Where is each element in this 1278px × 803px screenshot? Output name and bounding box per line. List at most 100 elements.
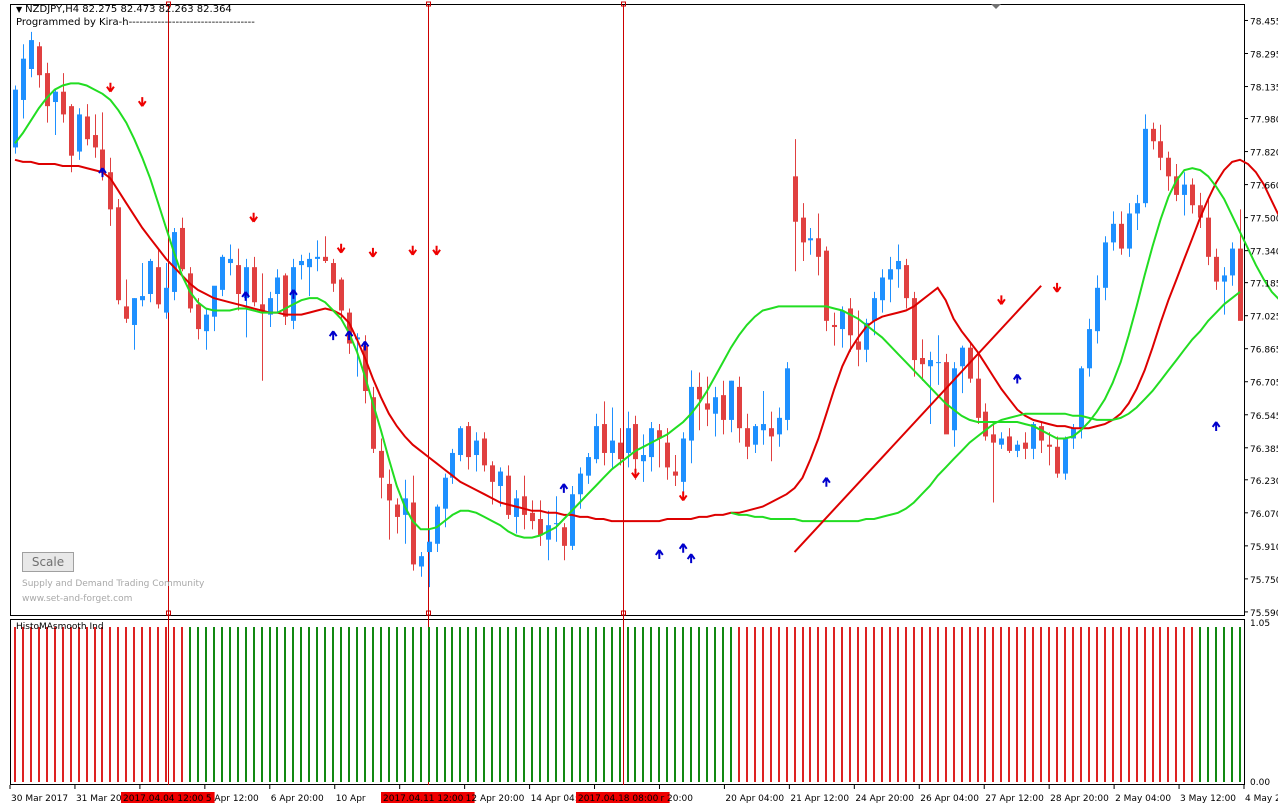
candle-body — [904, 265, 909, 299]
histogram-bar — [905, 627, 907, 782]
candle-body — [1007, 436, 1012, 451]
histogram-bar — [428, 627, 430, 782]
shift-marker-icon[interactable] — [991, 4, 1001, 9]
scale-button[interactable]: Scale — [22, 552, 74, 572]
candle-body — [618, 442, 623, 460]
histogram-bar — [237, 627, 239, 782]
candle-body — [1230, 248, 1235, 276]
candle-body — [681, 438, 686, 482]
histogram-bar — [1008, 627, 1010, 782]
candle-body — [594, 426, 599, 460]
histogram-bar — [436, 627, 438, 782]
candle-body — [816, 238, 821, 257]
time-tag-label: 2017.04.04 12:00 — [123, 794, 204, 803]
histogram-bar — [642, 627, 644, 782]
histogram-bar — [340, 627, 342, 782]
histogram-bar — [961, 627, 963, 782]
histogram-bar — [531, 627, 533, 782]
histogram-bar — [475, 627, 477, 782]
histogram-bar — [348, 627, 350, 782]
histogram-bar — [746, 627, 748, 782]
histogram-bar — [292, 627, 294, 782]
candle-body — [1198, 205, 1203, 218]
candle-body — [196, 304, 201, 330]
dropdown-triangle-icon[interactable]: ▼ — [16, 5, 23, 14]
candle-body — [1119, 223, 1124, 249]
histogram-bar — [70, 627, 72, 782]
time-label: 21 Apr 12:00 — [790, 794, 849, 803]
up-arrow-icon — [559, 483, 569, 493]
time-tag-highlight — [381, 792, 475, 803]
histogram-bar — [483, 627, 485, 782]
up-arrow-icon — [654, 549, 664, 559]
trend-line — [793, 285, 1042, 553]
histogram-bar — [762, 627, 764, 782]
histogram-bar — [276, 627, 278, 782]
candle-body — [745, 428, 750, 447]
candle-body — [77, 114, 82, 152]
time-label: 24 Apr 20:00 — [855, 794, 914, 803]
histogram-bar — [603, 627, 605, 782]
histogram-bar — [1167, 627, 1169, 782]
up-arrow-icon — [1012, 373, 1022, 384]
candle-body — [554, 523, 559, 525]
histogram-bar — [786, 627, 788, 782]
histogram-bar — [547, 627, 549, 782]
candle-body — [665, 442, 670, 468]
candle-body — [856, 341, 861, 350]
candle-body — [172, 232, 177, 292]
candle-body — [45, 73, 50, 107]
indicator-axis: 1.05 0.00 — [1250, 619, 1270, 788]
price-tick-label: 77.340 — [1250, 248, 1278, 258]
candle-body — [991, 434, 996, 443]
candle-body — [204, 314, 209, 332]
histogram-bar — [109, 627, 111, 782]
histogram — [14, 627, 1241, 782]
histogram-bar — [269, 627, 271, 782]
up-arrow-icon — [241, 291, 250, 301]
candle-body — [93, 135, 98, 148]
period-line-handle-bottom — [426, 610, 431, 616]
price-tick-label: 77.820 — [1250, 149, 1278, 159]
programmed-by-text: Programmed by Kira-h--------------------… — [16, 17, 255, 28]
histogram-bar — [467, 627, 469, 782]
histogram-bar — [555, 627, 557, 782]
candle-body — [705, 403, 710, 410]
histogram-bar — [213, 627, 215, 782]
histogram-bar — [849, 627, 851, 782]
histogram-bar — [595, 627, 597, 782]
candle-body — [124, 306, 129, 319]
histogram-bar — [1183, 627, 1185, 782]
candle-body — [522, 496, 527, 515]
time-label: 28 Apr 20:00 — [1050, 794, 1109, 803]
period-line-handle-top — [621, 1, 626, 7]
candle-body — [832, 324, 837, 328]
histogram-bar — [54, 627, 56, 782]
symbol-ohlc-text: NZDJPY,H4 82.275 82.473 82.263 82.364 — [25, 4, 232, 15]
down-arrow-icon — [368, 247, 378, 258]
time-label: 20 Apr 04:00 — [725, 794, 784, 803]
symbol-header: ▼ NZDJPY,H4 82.275 82.473 82.263 82.364 — [16, 4, 232, 15]
candle-body — [1151, 128, 1156, 142]
candle-body — [912, 298, 917, 361]
candles — [13, 31, 1243, 588]
candle-body — [697, 386, 702, 400]
histogram-bar — [1048, 627, 1050, 782]
period-line-handle-top — [166, 1, 171, 7]
time-label: 26 Apr 04:00 — [920, 794, 979, 803]
price-tick-label: 77.025 — [1250, 313, 1278, 323]
candle-body — [1190, 184, 1195, 206]
histogram-bar — [698, 627, 700, 782]
candle-body — [474, 440, 479, 456]
price-tick-label: 76.070 — [1250, 510, 1278, 520]
histogram-bar — [1207, 627, 1209, 782]
candle-body — [212, 285, 217, 317]
up-arrow-icon — [98, 167, 107, 178]
histogram-bar — [857, 627, 859, 782]
candle-body — [299, 260, 304, 266]
histogram-bar — [722, 627, 724, 782]
candle-body — [753, 426, 758, 445]
candle-body — [1079, 368, 1084, 429]
